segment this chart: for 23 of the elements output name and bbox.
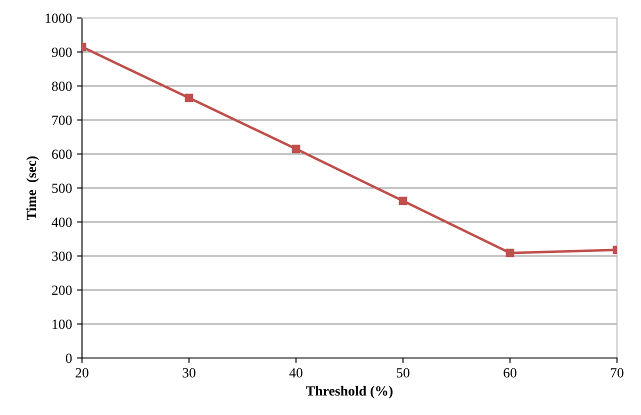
x-tick-label: 20 (76, 368, 88, 378)
x-axis-title: Threshold (%) (306, 386, 393, 398)
y-tick-label: 900 (52, 48, 72, 57)
point (184, 94, 194, 102)
y-tick-label: 500 (52, 184, 72, 193)
point (398, 196, 408, 206)
point (292, 144, 300, 154)
y-tick-label: 800 (52, 82, 72, 91)
y-tick-label: 300 (52, 252, 72, 261)
x-tick-label: 70 (610, 368, 624, 378)
x-tick-label: 50 (396, 368, 410, 378)
y-tick-label: 1000 (46, 14, 72, 23)
x-tick-label: 30 (182, 368, 196, 378)
y-tick-label: 700 (52, 116, 72, 125)
y-tick-label: 200 (52, 286, 72, 295)
x-tick-label: 60 (504, 368, 516, 378)
y-tick-label: 0 (66, 354, 72, 363)
x-tick-label: 40 (289, 368, 302, 378)
y-tick-label: 100 (52, 320, 72, 329)
y-axis-title: Time (sec) (26, 156, 39, 220)
y-tick-label: 400 (52, 218, 72, 227)
point (506, 248, 514, 258)
y-tick-label: 600 (52, 150, 72, 159)
